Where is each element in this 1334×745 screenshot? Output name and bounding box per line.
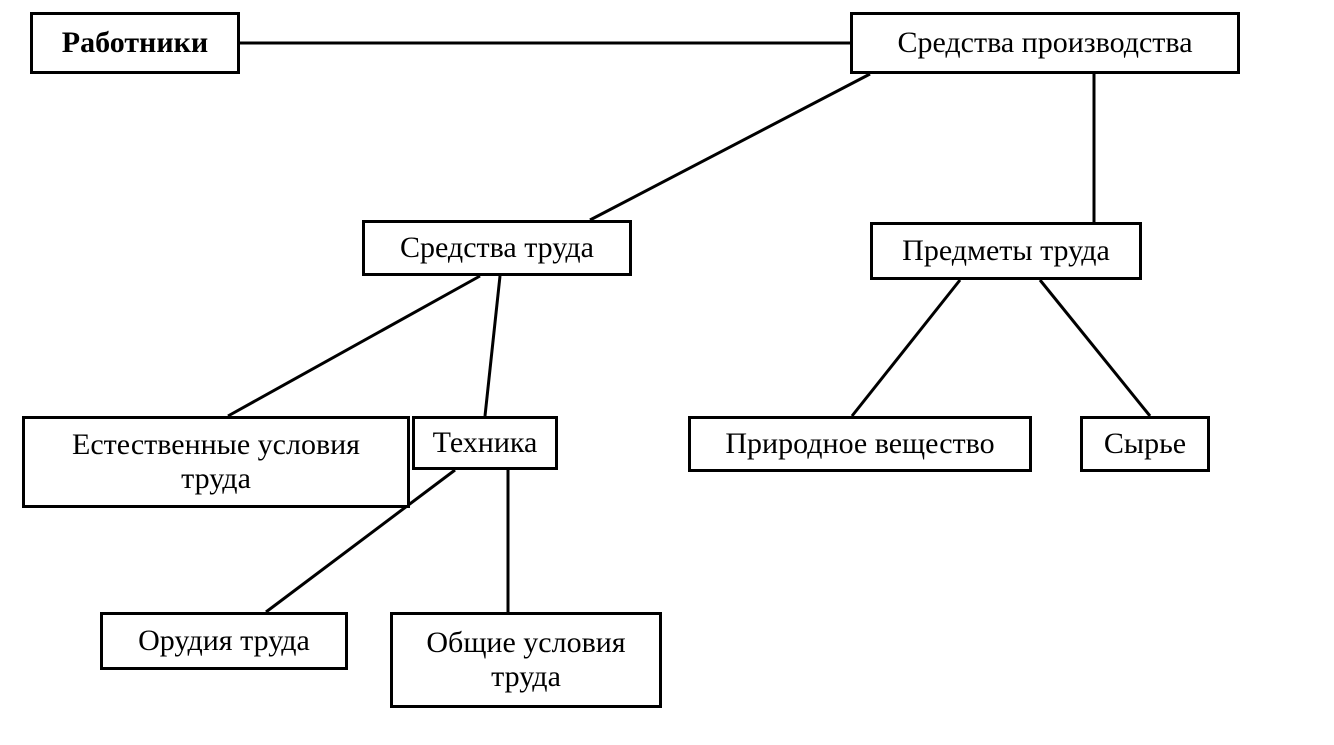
edge-line	[852, 280, 960, 416]
node-general-conditions: Общие условия труда	[390, 612, 662, 708]
node-natural-substance: Природное вещество	[688, 416, 1032, 472]
edge-line	[228, 276, 480, 416]
node-workers: Работники	[30, 12, 240, 74]
edge-line	[485, 276, 500, 416]
edge-line	[590, 74, 870, 220]
node-technology: Техника	[412, 416, 558, 470]
node-label: Средства производства	[897, 26, 1192, 61]
node-label: Природное вещество	[725, 427, 994, 462]
node-raw-material: Сырье	[1080, 416, 1210, 472]
node-label: Естественные условия труда	[41, 428, 391, 497]
node-label: Общие условия труда	[409, 626, 643, 695]
node-label: Техника	[433, 426, 538, 461]
node-label: Средства труда	[400, 231, 594, 266]
node-objects-labor: Предметы труда	[870, 222, 1142, 280]
node-label: Работники	[62, 26, 208, 61]
node-means-labor: Средства труда	[362, 220, 632, 276]
edge-line	[1040, 280, 1150, 416]
node-label: Предметы труда	[902, 234, 1110, 269]
node-label: Сырье	[1104, 427, 1186, 462]
node-means-prod: Средства производства	[850, 12, 1240, 74]
node-tools: Орудия труда	[100, 612, 348, 670]
node-label: Орудия труда	[138, 624, 310, 659]
node-natural-conditions: Естественные условия труда	[22, 416, 410, 508]
